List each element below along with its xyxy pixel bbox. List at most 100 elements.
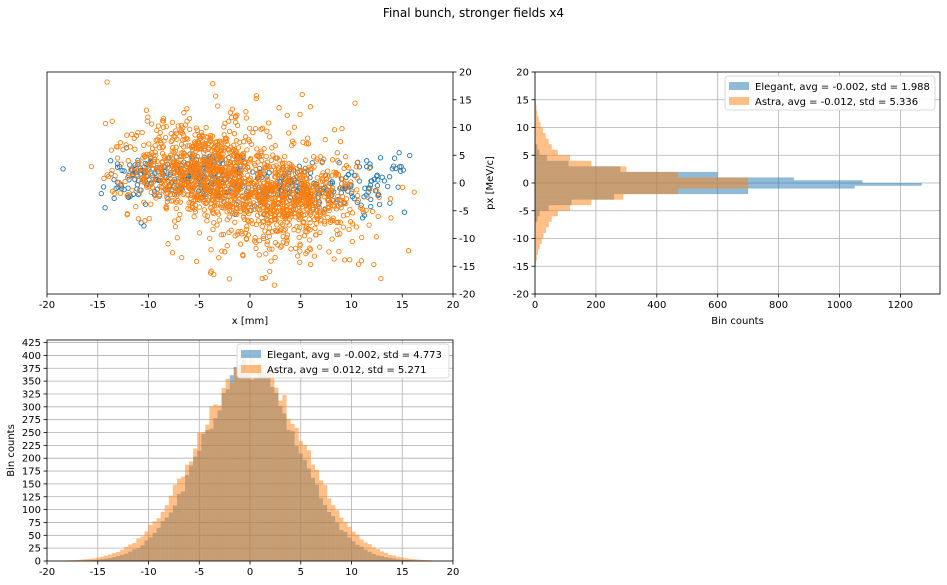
x-bar: [388, 555, 393, 561]
scatter-point: [211, 271, 217, 278]
x-bar: [383, 552, 389, 561]
scatter-point: [167, 152, 174, 158]
scatter-point: [246, 198, 253, 204]
legend-box: [236, 343, 450, 379]
x-tick-label: -20: [39, 300, 55, 311]
scatter-point: [247, 175, 254, 181]
scatter-point: [390, 163, 397, 169]
scatter-point: [269, 188, 276, 195]
scatter-point: [189, 146, 196, 152]
y-tick-label: -10: [459, 234, 475, 245]
x-bar: [164, 505, 169, 561]
scatter-point: [226, 169, 232, 175]
legend: Elegant, avg = -0.002, std = 4.773 Astra,…: [236, 343, 450, 379]
scatter-point: [288, 208, 294, 214]
scatter-point: [298, 210, 304, 216]
scatter-point: [152, 142, 158, 149]
scatter-point: [177, 189, 184, 195]
y-tick-label: -10: [513, 234, 529, 245]
scatter-point: [215, 186, 221, 192]
scatter-point: [109, 167, 115, 174]
scatter-point: [143, 107, 150, 113]
scatter-point: [240, 150, 246, 157]
scatter-point: [270, 195, 276, 202]
scatter-point: [142, 218, 148, 224]
scatter-point: [114, 155, 121, 161]
scatter-point: [375, 213, 381, 220]
scatter-point: [325, 173, 332, 179]
y-tick-label: 50: [28, 531, 41, 542]
scatter-point: [127, 144, 133, 150]
scatter-point: [260, 235, 267, 242]
scatter-point: [150, 179, 156, 185]
scatter-point: [236, 159, 243, 165]
scatter-point: [303, 157, 309, 163]
legend-box: [724, 75, 936, 111]
scatter-point: [220, 231, 227, 238]
scatter-point: [264, 238, 271, 245]
scatter-point: [281, 153, 288, 160]
scatter-point: [224, 217, 230, 223]
scatter-point: [313, 220, 319, 227]
scatter-point: [168, 191, 174, 198]
scatter-point: [283, 184, 289, 191]
scatter-point: [108, 147, 115, 153]
scatter-point: [284, 238, 290, 244]
scatter-point: [203, 200, 210, 206]
scatter-point: [254, 146, 260, 152]
scatter-point: [218, 179, 225, 186]
scatter-point: [269, 246, 275, 252]
scatter-point: [232, 114, 239, 120]
scatter-point: [204, 213, 211, 219]
scatter-point: [161, 163, 167, 169]
x-bar: [83, 559, 88, 561]
scatter-point: [240, 252, 246, 258]
scatter-point: [378, 275, 384, 282]
scatter-point: [125, 191, 131, 198]
scatter-point: [314, 182, 320, 188]
scatter-point: [127, 162, 133, 168]
scatter-point: [199, 132, 205, 138]
scatter-point: [260, 219, 266, 225]
scatter-point: [187, 126, 193, 132]
x-tick-label: -10: [140, 567, 156, 578]
scatter-point: [224, 243, 230, 249]
scatter-point: [349, 238, 355, 245]
scatter-point: [244, 223, 250, 229]
scatter-point: [178, 129, 184, 135]
scatter-point: [200, 139, 206, 145]
figure-title: Final bunch, stronger fields x4: [382, 6, 565, 20]
scatter-point: [171, 163, 178, 169]
scatter-point: [335, 203, 341, 209]
scatter-point: [149, 170, 155, 177]
scatter-point: [169, 145, 176, 151]
scatter-point: [313, 232, 319, 238]
scatter-point: [231, 131, 238, 137]
scatter-point: [180, 170, 186, 176]
scatter-point: [169, 119, 175, 126]
x-bar: [213, 404, 218, 561]
scatter-point: [253, 221, 260, 228]
scatter-point: [208, 153, 214, 159]
scatter-point: [307, 210, 313, 216]
scatter-point: [396, 150, 402, 156]
scatter-point: [206, 182, 212, 188]
scatter-point: [346, 226, 352, 233]
scatter-point: [303, 250, 309, 257]
scatter-point: [216, 255, 222, 261]
legend-swatch: [241, 350, 261, 358]
x-bar: [185, 464, 190, 561]
scatter-point: [338, 205, 344, 211]
scatter-point: [211, 220, 217, 226]
px-bar: [535, 260, 536, 267]
scatter-point: [283, 240, 290, 246]
scatter-point: [233, 137, 240, 144]
scatter-point: [214, 138, 220, 145]
x-bar: [99, 556, 104, 561]
scatter-point: [231, 201, 237, 207]
scatter-point: [272, 191, 278, 197]
scatter-point: [243, 236, 250, 242]
scatter-point: [256, 237, 263, 244]
scatter-point: [242, 158, 248, 165]
scatter-point: [157, 166, 164, 173]
